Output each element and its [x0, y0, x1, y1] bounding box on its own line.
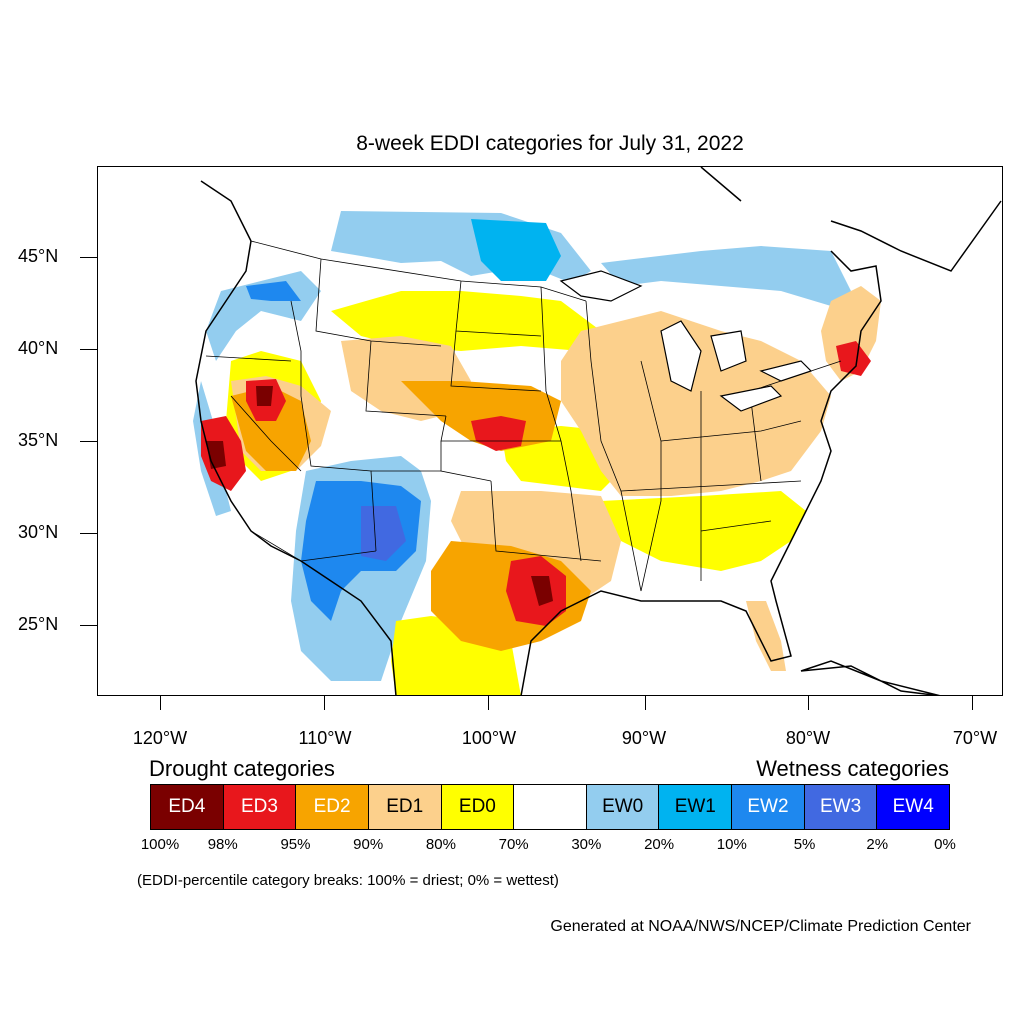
lat-tick [80, 625, 97, 626]
legend-swatch-ed1: ED1 [368, 785, 442, 829]
eddi-map [97, 166, 1003, 696]
eddi-map-svg [193, 167, 1002, 695]
lat-label-45: 45°N [18, 246, 59, 266]
caribbean-islands [800, 660, 941, 695]
percentile-break-label: 100% [140, 836, 180, 853]
legend-swatch-ed3: ED3 [223, 785, 297, 829]
lon-tick [488, 696, 489, 710]
percentile-break-label: 90% [353, 836, 384, 853]
legend-swatch-ew2: EW2 [732, 785, 805, 829]
percentile-break-label: 70% [498, 836, 529, 853]
lon-tick [808, 696, 809, 710]
percentile-break-label: 20% [644, 836, 675, 853]
lon-label-90: 90°W [621, 728, 667, 748]
lat-tick [80, 533, 97, 534]
lon-label-80: 80°W [785, 728, 831, 748]
lat-label-40: 40°N [18, 338, 59, 358]
wetness-legend-title: Wetness categories [756, 756, 949, 781]
legend-swatch-ed0: ED0 [441, 785, 515, 829]
legend-swatch-ew4: EW4 [877, 785, 950, 829]
lon-label-120: 120°W [132, 728, 188, 748]
percentile-break-label: 98% [207, 836, 238, 853]
ed4-nevada [256, 386, 273, 406]
legend-color-bar: ED4 ED3 ED2 ED1 ED0 EW0 EW1 EW2 EW3 EW4 [150, 784, 950, 830]
percentile-break-label: 30% [571, 836, 602, 853]
lon-label-100: 100°W [461, 728, 517, 748]
ed0-northern-plains [331, 291, 601, 351]
great-lakes [559, 270, 813, 412]
legend-swatch-ed2: ED2 [296, 785, 369, 829]
ed1-florida [746, 601, 786, 671]
ed3-kansas [471, 416, 526, 451]
credit-line: Generated at NOAA/NWS/NCEP/Climate Predi… [550, 918, 971, 935]
lat-tick [80, 441, 97, 442]
lon-tick [645, 696, 646, 710]
legend-swatch-ew3: EW3 [804, 785, 878, 829]
percentile-break-label: 10% [716, 836, 747, 853]
percentile-break-label: 80% [425, 836, 456, 853]
ed3-northeast [836, 341, 871, 376]
lon-label-110: 110°W [298, 728, 352, 748]
lat-label-35: 35°N [18, 430, 59, 450]
legend-swatch-ew0: EW0 [586, 785, 660, 829]
category-note: (EDDI-percentile category breaks: 100% =… [137, 872, 559, 889]
lon-tick [160, 696, 161, 710]
percentile-break-label: 0% [934, 836, 956, 853]
ew1-lake-superior [471, 219, 561, 281]
ed1-central-us [561, 311, 831, 496]
map-title: 8-week EDDI categories for July 31, 2022 [356, 132, 744, 155]
state-boundaries [205, 240, 842, 592]
lat-label-30: 30°N [18, 522, 59, 542]
drought-legend-title: Drought categories [149, 756, 335, 781]
ed4-texas [531, 576, 553, 606]
lat-tick [80, 349, 97, 350]
legend-swatch-neutral [514, 785, 587, 829]
coastline [195, 240, 882, 695]
ew0-northeast [601, 246, 851, 306]
ew3-southwest [361, 506, 406, 561]
legend-swatch-ed4: ED4 [151, 785, 224, 829]
ew2-nw [246, 281, 301, 301]
lat-label-25: 25°N [18, 614, 59, 634]
percentile-break-label: 5% [793, 836, 816, 853]
canada-outline [200, 167, 1002, 272]
lon-label-70: 70°W [952, 728, 998, 748]
percentile-break-label: 2% [866, 836, 889, 853]
legend-swatch-ew1: EW1 [659, 785, 733, 829]
percentile-break-label: 95% [280, 836, 311, 853]
lat-tick [80, 257, 97, 258]
lon-tick [324, 696, 325, 710]
lon-tick [972, 696, 973, 710]
